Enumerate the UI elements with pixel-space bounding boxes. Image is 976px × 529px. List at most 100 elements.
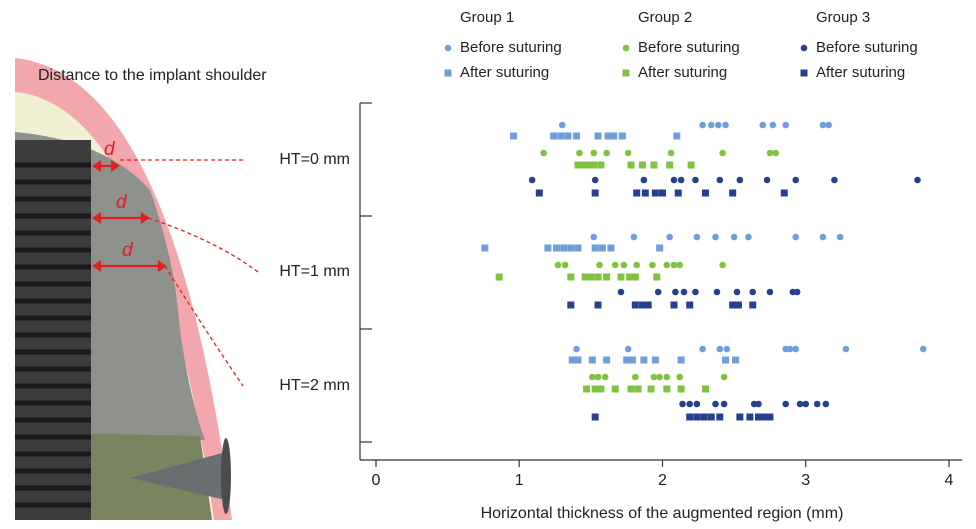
dot xyxy=(814,401,821,408)
square xyxy=(595,133,602,140)
square xyxy=(564,133,571,140)
legend-marker xyxy=(623,45,630,52)
dot xyxy=(676,262,683,269)
square xyxy=(652,190,659,197)
dot xyxy=(679,401,686,408)
legend-label: Before suturing xyxy=(816,39,918,56)
square xyxy=(673,133,680,140)
dot xyxy=(595,374,602,381)
legend-label: After suturing xyxy=(460,64,549,81)
dot xyxy=(632,374,639,381)
square xyxy=(567,274,574,281)
dot xyxy=(681,289,688,296)
dot xyxy=(717,346,724,353)
square xyxy=(746,414,753,421)
square xyxy=(675,190,682,197)
dot xyxy=(589,374,596,381)
d-label: d xyxy=(122,240,134,261)
dot xyxy=(641,177,648,184)
dot xyxy=(618,289,625,296)
dot xyxy=(825,122,832,129)
square xyxy=(648,386,655,393)
square xyxy=(629,357,636,364)
legend-marker xyxy=(623,70,630,77)
dot xyxy=(843,346,850,353)
dot xyxy=(692,177,699,184)
dot xyxy=(676,374,683,381)
square xyxy=(603,274,610,281)
dot xyxy=(712,234,719,241)
dot xyxy=(590,150,597,157)
dot xyxy=(823,401,830,408)
dot xyxy=(712,401,719,408)
legend-marker xyxy=(801,70,808,77)
square xyxy=(627,386,634,393)
square xyxy=(612,386,619,393)
dot xyxy=(734,289,741,296)
square xyxy=(544,245,551,252)
dot xyxy=(794,289,801,296)
dot xyxy=(559,122,566,129)
square xyxy=(722,357,729,364)
dot xyxy=(792,177,799,184)
dot xyxy=(920,346,927,353)
square xyxy=(590,162,597,169)
dot xyxy=(755,401,762,408)
dot xyxy=(671,262,678,269)
square xyxy=(632,274,639,281)
dot xyxy=(767,289,774,296)
square xyxy=(729,190,736,197)
square xyxy=(663,386,670,393)
dot xyxy=(694,401,701,408)
x-tick-label: 3 xyxy=(801,472,810,489)
category-separators xyxy=(360,103,372,442)
legend-marker xyxy=(445,45,452,52)
square xyxy=(640,357,647,364)
square xyxy=(597,162,604,169)
dot xyxy=(714,289,721,296)
dot xyxy=(590,234,597,241)
square xyxy=(617,274,624,281)
square xyxy=(536,190,543,197)
legend-marker xyxy=(801,45,808,52)
square xyxy=(592,414,599,421)
dot xyxy=(772,150,779,157)
dot xyxy=(699,122,706,129)
square xyxy=(481,245,488,252)
dot xyxy=(792,234,799,241)
dot xyxy=(651,374,658,381)
dot xyxy=(745,234,752,241)
square xyxy=(702,386,709,393)
pin-head xyxy=(221,438,231,514)
square xyxy=(632,302,639,309)
figure: d d d Distance to the implant shoulder H… xyxy=(0,0,976,529)
square xyxy=(610,133,617,140)
dot xyxy=(719,262,726,269)
illustration: d d d Distance to the implant shoulder xyxy=(15,58,267,520)
square xyxy=(599,245,606,252)
square xyxy=(645,302,652,309)
dot xyxy=(671,177,678,184)
square xyxy=(619,133,626,140)
dot xyxy=(592,177,599,184)
dot xyxy=(663,374,670,381)
square xyxy=(603,357,610,364)
dot xyxy=(717,177,724,184)
legend-marker xyxy=(445,70,452,77)
dot xyxy=(719,150,726,157)
square xyxy=(553,245,560,252)
square xyxy=(716,414,723,421)
dot xyxy=(820,122,827,129)
x-axis-label: Horizontal thickness of the augmented re… xyxy=(481,505,844,522)
square xyxy=(693,414,700,421)
square xyxy=(678,357,685,364)
square xyxy=(678,386,685,393)
square xyxy=(670,302,677,309)
dot xyxy=(831,177,838,184)
dot xyxy=(764,177,771,184)
dot xyxy=(820,234,827,241)
dot xyxy=(625,346,632,353)
legend-label: After suturing xyxy=(638,64,727,81)
dot xyxy=(694,234,701,241)
dot xyxy=(802,401,809,408)
